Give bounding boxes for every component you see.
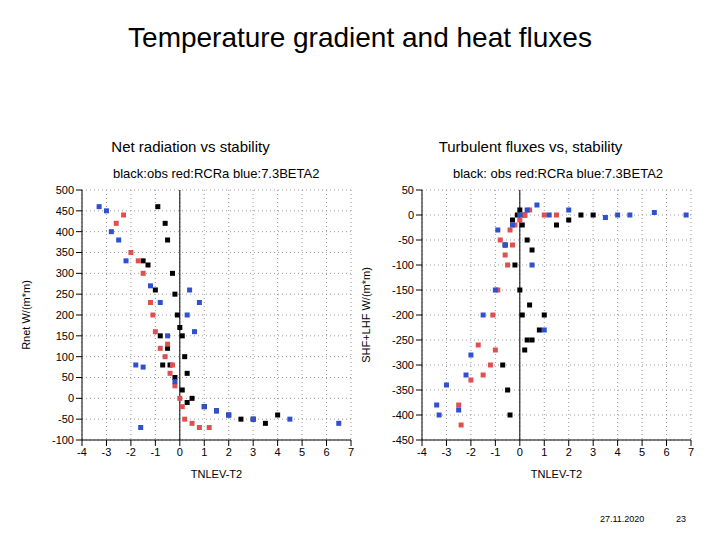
svg-text:-150: -150 (392, 284, 414, 296)
svg-text:-250: -250 (392, 334, 414, 346)
svg-text:0: 0 (517, 446, 523, 458)
svg-text:-1: -1 (490, 446, 500, 458)
svg-text:2: 2 (566, 446, 572, 458)
svg-text:TNLEV-T2: TNLEV-T2 (531, 468, 582, 480)
svg-text:0: 0 (177, 446, 183, 458)
svg-text:5: 5 (299, 446, 305, 458)
svg-text:3: 3 (590, 446, 596, 458)
html-text:black: obs red:RCRa blue:7.3BE: black: obs red:RCRa blue:7.3BETA2 (453, 166, 663, 181)
svg-text:6: 6 (323, 446, 329, 458)
svg-text:5: 5 (639, 446, 645, 458)
svg-text:Rnet W/(m*m): Rnet W/(m*m) (20, 280, 32, 350)
svg-text:-2: -2 (126, 446, 136, 458)
svg-text:-2: -2 (466, 446, 476, 458)
html-text:Turbulent fluxes vs, stability: Turbulent fluxes vs, stability (438, 138, 623, 155)
svg-text:TNLEV-T2: TNLEV-T2 (191, 468, 242, 480)
svg-text:0: 0 (408, 209, 414, 221)
svg-text:2: 2 (226, 446, 232, 458)
svg-text:7: 7 (348, 446, 354, 458)
svg-text:150: 150 (56, 330, 74, 342)
svg-text:-300: -300 (392, 359, 414, 371)
svg-text:350: 350 (56, 246, 74, 258)
html-text:23: 23 (676, 514, 686, 524)
svg-text:-4: -4 (417, 446, 427, 458)
svg-text:-50: -50 (398, 234, 414, 246)
svg-text:6: 6 (663, 446, 669, 458)
svg-text:4: 4 (615, 446, 621, 458)
svg-text:-400: -400 (392, 409, 414, 421)
svg-text:SHF+LHF W/(m*m): SHF+LHF W/(m*m) (360, 267, 372, 363)
svg-text:450: 450 (56, 205, 74, 217)
svg-text:300: 300 (56, 267, 74, 279)
svg-text:7: 7 (688, 446, 694, 458)
svg-text:400: 400 (56, 226, 74, 238)
svg-text:200: 200 (56, 309, 74, 321)
svg-text:0: 0 (68, 392, 74, 404)
svg-text:-200: -200 (392, 309, 414, 321)
svg-text:-100: -100 (52, 434, 74, 446)
svg-text:-1: -1 (150, 446, 160, 458)
svg-text:1: 1 (541, 446, 547, 458)
html-text:27.11.2020: 27.11.2020 (600, 514, 645, 524)
html-text:black:obs red:RCRa blue:7.3BET: black:obs red:RCRa blue:7.3BETA2 (113, 166, 320, 181)
svg-text:-100: -100 (392, 259, 414, 271)
svg-text:-4: -4 (77, 446, 87, 458)
html-text:Net radiation vs stability: Net radiation vs stability (111, 138, 270, 155)
svg-text:-3: -3 (102, 446, 112, 458)
svg-text:-50: -50 (58, 413, 74, 425)
svg-text:-3: -3 (442, 446, 452, 458)
svg-text:100: 100 (56, 351, 74, 363)
svg-text:-350: -350 (392, 384, 414, 396)
svg-text:1: 1 (201, 446, 207, 458)
svg-text:3: 3 (250, 446, 256, 458)
html-text:Temperature gradient and heat: Temperature gradient and heat fluxes (128, 22, 592, 53)
svg-text:-450: -450 (392, 434, 414, 446)
svg-text:500: 500 (56, 184, 74, 196)
svg-text:50: 50 (402, 184, 414, 196)
svg-text:250: 250 (56, 288, 74, 300)
svg-text:4: 4 (275, 446, 281, 458)
svg-text:50: 50 (62, 371, 74, 383)
